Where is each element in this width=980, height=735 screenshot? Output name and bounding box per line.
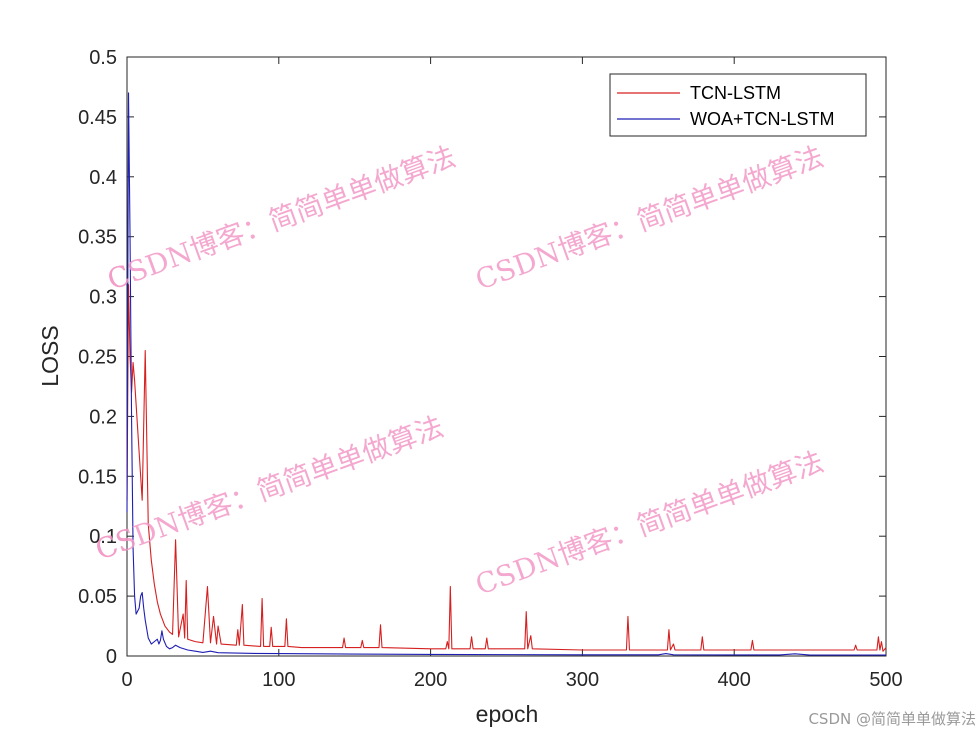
y-tick-label: 0.3	[89, 287, 117, 309]
x-axis-label: epoch	[476, 701, 539, 727]
series-line-woa-tcn-lstm	[126, 92, 886, 656]
series-line-tcn-lstm	[126, 284, 887, 652]
y-tick-label: 0.5	[89, 47, 117, 69]
y-axis-label: LOSS	[37, 325, 63, 386]
x-tick-label: 100	[262, 669, 295, 691]
credit-text: CSDN @简简单单做算法	[808, 710, 976, 728]
axis-ticks: 0 100 200 300 400 500 0 0.05 0.1 0.15 0.2 0.25 0.3 0.…	[78, 47, 903, 691]
series-lines	[126, 92, 887, 656]
legend: TCN-LSTM WOA+TCN-LSTM	[609, 73, 867, 137]
x-tick-label: 200	[414, 669, 447, 691]
x-tick-label: 400	[718, 669, 751, 691]
legend-box	[609, 73, 867, 137]
x-tick-label: 0	[121, 669, 132, 691]
y-tick-label: 0.15	[78, 466, 117, 488]
y-tick-label: 0.25	[78, 347, 117, 369]
y-tick-label: 0.45	[78, 107, 117, 129]
y-tick-label: 0.4	[89, 167, 117, 189]
y-tick-label: 0.05	[78, 586, 117, 608]
legend-label-woa-tcn-lstm: WOA+TCN-LSTM	[690, 109, 835, 129]
y-tick-label: 0.1	[89, 526, 117, 548]
y-tick-label: 0	[106, 646, 117, 668]
plot-area	[126, 56, 887, 657]
y-tick-label: 0.2	[89, 406, 117, 428]
x-tick-label: 300	[566, 669, 599, 691]
x-tick-label: 500	[869, 669, 902, 691]
y-tick-label: 0.35	[78, 227, 117, 249]
legend-label-tcn-lstm: TCN-LSTM	[690, 83, 781, 103]
